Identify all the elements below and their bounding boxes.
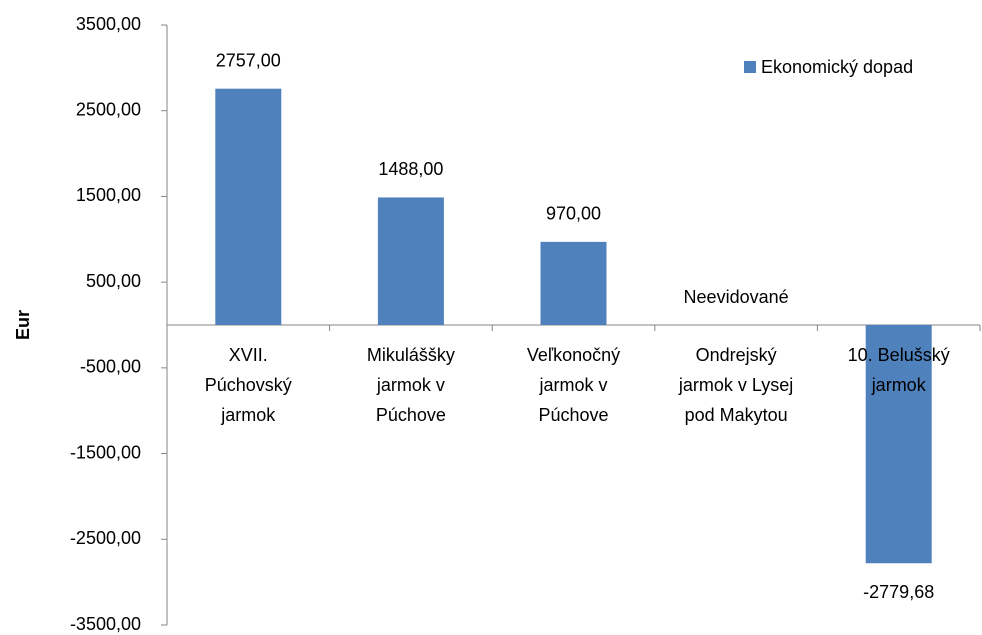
y-tick-label: -3500,00 <box>70 614 141 634</box>
y-tick-label: -1500,00 <box>70 442 141 462</box>
y-tick-label: 1500,00 <box>76 185 141 205</box>
y-tick-label: -2500,00 <box>70 528 141 548</box>
value-label: Neevidované <box>684 287 789 307</box>
x-tick-label: Ondrejský jarmok v Lysej pod Makytou <box>678 345 793 425</box>
legend-swatch <box>744 61 756 73</box>
y-tick-label: -500,00 <box>80 357 141 377</box>
y-axis-title: Eur <box>13 310 33 340</box>
x-tick-label: 10. Belušský jarmok <box>848 345 950 395</box>
x-tick-label: XVII. Púchovský jarmok <box>205 345 292 425</box>
value-label: 1488,00 <box>378 159 443 179</box>
bar <box>215 88 282 325</box>
y-tick-label: 2500,00 <box>76 99 141 119</box>
value-label: -2779,68 <box>863 582 934 602</box>
value-label: 2757,00 <box>216 50 281 70</box>
bar <box>377 197 444 325</box>
legend-label: Ekonomický dopad <box>761 57 913 77</box>
x-tick-label: Mikuláššky jarmok v Púchove <box>367 345 455 425</box>
bar <box>540 241 607 325</box>
y-tick-label: 3500,00 <box>76 14 141 34</box>
x-tick-label: Veľkonočný jarmok v Púchove <box>527 345 620 425</box>
bar <box>865 325 932 564</box>
y-tick-label: 500,00 <box>86 271 141 291</box>
value-label: 970,00 <box>546 204 601 224</box>
